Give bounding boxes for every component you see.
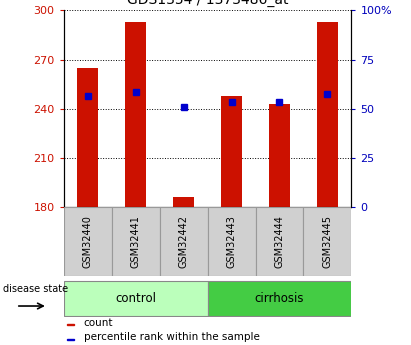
Text: count: count <box>84 318 113 327</box>
Text: GSM32440: GSM32440 <box>83 215 92 268</box>
Bar <box>77 68 99 207</box>
Bar <box>112 207 159 276</box>
Text: GSM32445: GSM32445 <box>323 215 332 268</box>
Bar <box>67 338 74 340</box>
Text: percentile rank within the sample: percentile rank within the sample <box>84 333 260 342</box>
Bar <box>173 197 194 207</box>
Bar <box>208 207 256 276</box>
Title: GDS1354 / 1373486_at: GDS1354 / 1373486_at <box>127 0 288 7</box>
Bar <box>256 207 303 276</box>
Text: GSM32443: GSM32443 <box>226 215 236 268</box>
Bar <box>64 282 208 315</box>
Bar <box>67 324 74 325</box>
Bar <box>64 207 112 276</box>
Text: GSM32441: GSM32441 <box>131 215 141 268</box>
Bar <box>303 207 351 276</box>
Text: GSM32442: GSM32442 <box>179 215 189 268</box>
Text: cirrhosis: cirrhosis <box>255 292 304 305</box>
Text: GSM32444: GSM32444 <box>275 215 284 268</box>
Text: disease state: disease state <box>3 284 68 294</box>
Bar <box>269 104 290 207</box>
Bar <box>125 22 146 207</box>
Bar <box>208 282 351 315</box>
Text: control: control <box>115 292 156 305</box>
Bar <box>221 96 242 207</box>
Bar <box>159 207 208 276</box>
Bar <box>316 22 338 207</box>
